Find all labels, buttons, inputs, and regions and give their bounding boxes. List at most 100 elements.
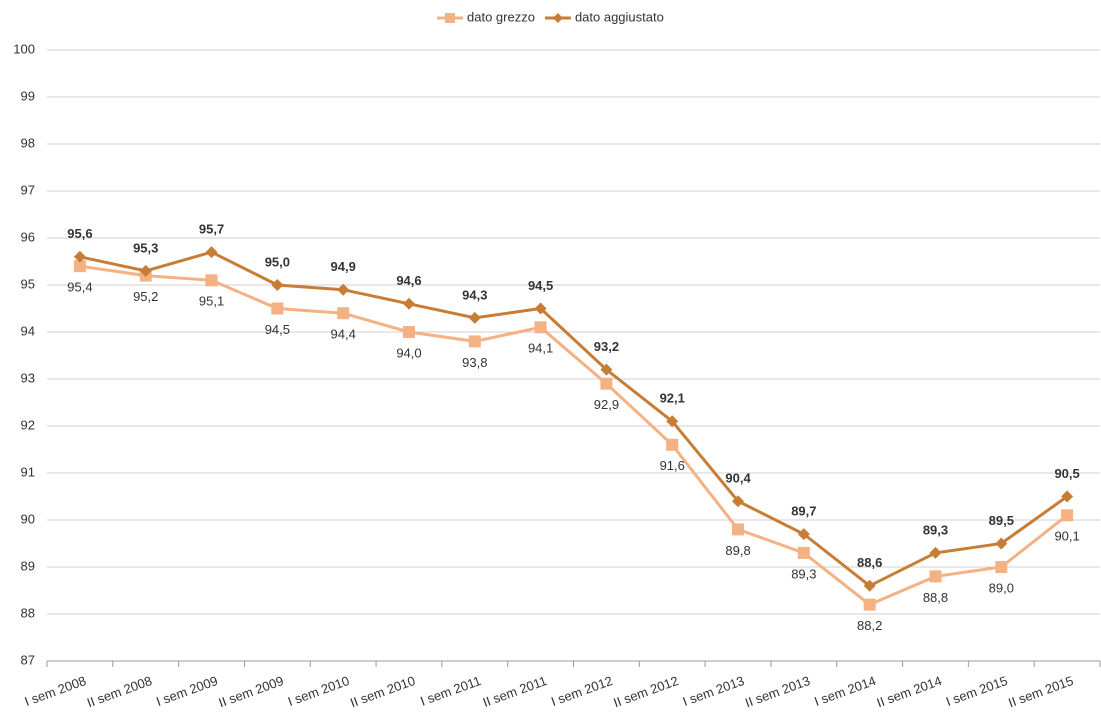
x-tick-label: II sem 2015 xyxy=(1006,673,1075,710)
marker xyxy=(402,297,415,310)
y-tick-label: 99 xyxy=(21,88,35,103)
marker xyxy=(863,598,876,611)
marker xyxy=(732,495,745,508)
y-tick-label: 100 xyxy=(13,41,35,56)
data-label: 90,1 xyxy=(1054,529,1079,544)
data-label: 94,1 xyxy=(528,341,553,356)
marker xyxy=(271,279,284,291)
marker xyxy=(666,438,679,451)
data-label: 91,6 xyxy=(660,458,685,473)
data-label: 88,2 xyxy=(857,618,882,633)
x-tick-label: I sem 2009 xyxy=(154,673,220,709)
data-label: 93,2 xyxy=(594,339,619,354)
marker xyxy=(995,537,1008,550)
x-tick-label: I sem 2010 xyxy=(286,673,352,709)
data-label: 95,2 xyxy=(133,289,158,304)
marker xyxy=(1061,490,1074,503)
data-label: 89,0 xyxy=(989,580,1014,595)
x-tick-label: II sem 2009 xyxy=(217,673,286,710)
marker xyxy=(600,377,613,390)
data-label: 89,5 xyxy=(989,513,1014,528)
y-tick-label: 90 xyxy=(21,511,35,526)
data-label: 94,5 xyxy=(528,278,553,293)
data-label: 94,0 xyxy=(396,345,421,360)
y-tick-label: 94 xyxy=(21,323,35,338)
x-tick-label: I sem 2012 xyxy=(549,673,615,709)
x-tick-label: II sem 2012 xyxy=(611,673,680,710)
marker xyxy=(73,250,86,263)
y-tick-label: 91 xyxy=(21,464,35,479)
marker xyxy=(666,415,679,428)
data-label: 95,1 xyxy=(199,294,224,309)
data-label: 95,7 xyxy=(199,222,224,237)
data-label: 90,5 xyxy=(1054,466,1079,481)
data-label: 95,4 xyxy=(67,280,92,295)
y-tick-label: 87 xyxy=(21,652,35,667)
y-tick-label: 93 xyxy=(21,370,35,385)
x-tick-label: II sem 2010 xyxy=(348,673,417,710)
data-label: 94,4 xyxy=(331,327,356,342)
marker xyxy=(929,546,942,559)
y-tick-label: 97 xyxy=(21,182,35,197)
marker xyxy=(995,561,1008,573)
data-label: 92,9 xyxy=(594,397,619,412)
legend-label: dato aggiustato xyxy=(575,9,664,24)
data-label: 94,5 xyxy=(265,322,290,337)
data-label: 88,6 xyxy=(857,555,882,570)
marker xyxy=(534,321,547,334)
marker xyxy=(534,302,547,315)
series-line xyxy=(79,264,1069,607)
y-tick-label: 88 xyxy=(21,605,35,620)
marker xyxy=(929,570,942,583)
marker xyxy=(402,326,415,338)
legend-marker xyxy=(552,13,563,23)
data-label: 92,1 xyxy=(660,391,685,406)
x-tick-label: I sem 2013 xyxy=(681,673,747,709)
data-label: 89,7 xyxy=(791,504,816,519)
marker xyxy=(139,264,152,277)
marker xyxy=(600,363,613,376)
data-label: 89,3 xyxy=(923,522,948,537)
x-tick-label: I sem 2011 xyxy=(418,673,483,709)
marker xyxy=(797,546,810,559)
marker xyxy=(732,523,745,536)
y-tick-label: 95 xyxy=(21,276,35,291)
y-tick-label: 89 xyxy=(21,558,35,573)
marker xyxy=(863,579,876,592)
marker xyxy=(797,528,810,541)
x-tick-label: I sem 2015 xyxy=(944,673,1010,709)
x-tick-label: II sem 2008 xyxy=(85,673,154,710)
x-tick-label: II sem 2014 xyxy=(875,673,944,710)
x-tick-label: II sem 2011 xyxy=(481,673,549,710)
data-label: 95,6 xyxy=(67,226,92,241)
x-tick-label: I sem 2008 xyxy=(23,673,89,709)
data-label: 95,3 xyxy=(133,240,158,255)
legend-marker xyxy=(445,13,455,23)
marker xyxy=(73,260,86,273)
y-tick-label: 96 xyxy=(21,229,35,244)
y-tick-label: 92 xyxy=(21,417,35,432)
x-tick-label: I sem 2014 xyxy=(812,673,878,709)
marker xyxy=(337,283,350,296)
data-label: 94,6 xyxy=(396,273,421,288)
data-label: 94,9 xyxy=(331,259,356,274)
data-label: 93,8 xyxy=(462,355,487,370)
y-tick-label: 98 xyxy=(21,135,35,150)
x-tick-label: II sem 2013 xyxy=(743,673,812,710)
marker xyxy=(271,302,284,315)
marker xyxy=(205,246,218,259)
marker xyxy=(1061,509,1074,522)
data-label: 89,8 xyxy=(725,543,750,558)
data-label: 94,3 xyxy=(462,287,487,302)
data-label: 90,4 xyxy=(725,471,751,486)
series-line xyxy=(79,250,1068,588)
marker xyxy=(205,274,218,287)
marker xyxy=(468,311,481,324)
data-label: 89,3 xyxy=(791,566,816,581)
data-label: 88,8 xyxy=(923,590,948,605)
legend-label: dato grezzo xyxy=(467,9,535,24)
marker xyxy=(468,335,481,348)
data-label: 95,0 xyxy=(265,254,290,269)
marker xyxy=(337,307,350,320)
